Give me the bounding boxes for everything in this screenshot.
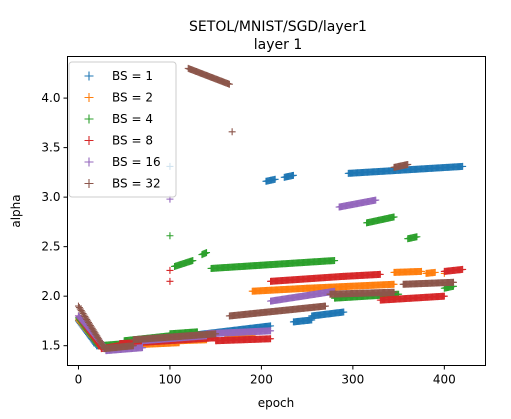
data-point — [189, 257, 197, 265]
y-tick-label: 1.5 — [41, 339, 60, 353]
y-axis-ticks: 1.5 2.0 2.5 3.0 3.5 4.0 — [41, 91, 68, 353]
legend-label: BS = 16 — [112, 155, 161, 169]
x-tick-label: 100 — [158, 373, 181, 387]
data-point — [321, 302, 329, 310]
data-point — [390, 213, 398, 221]
data-point — [139, 344, 147, 352]
data-point — [225, 80, 233, 88]
data-point — [166, 232, 174, 240]
data-point — [331, 257, 339, 265]
legend-label: BS = 1 — [112, 69, 153, 83]
data-point — [459, 265, 467, 273]
legend-marker — [84, 93, 94, 102]
legend-marker — [84, 157, 94, 167]
x-axis-label: epoch — [258, 396, 295, 410]
x-axis-ticks: 0 100 200 300 400 — [75, 365, 456, 387]
legend-label: BS = 32 — [112, 177, 161, 191]
y-tick-label: 3.0 — [41, 190, 60, 204]
data-point — [404, 160, 412, 168]
data-point — [129, 342, 137, 350]
data-point — [372, 196, 380, 204]
data-point — [271, 175, 279, 183]
legend-marker — [84, 136, 94, 145]
chart-subtitle: layer 1 — [254, 37, 302, 53]
data-point — [413, 233, 421, 241]
data-point — [459, 162, 467, 170]
x-tick-label: 0 — [75, 373, 83, 387]
data-point — [166, 266, 174, 274]
y-axis-label: alpha — [9, 194, 23, 227]
data-point — [431, 268, 439, 276]
data-point — [390, 288, 398, 296]
data-point — [449, 278, 457, 286]
legend: BS = 1 BS = 2 BS = 4 BS = 8 BS = 16 BS = 32 — [68, 61, 177, 198]
x-tick-label: 400 — [433, 373, 456, 387]
legend-label: BS = 2 — [112, 91, 153, 105]
x-tick-label: 200 — [250, 373, 273, 387]
data-point — [267, 335, 275, 343]
legend-label: BS = 8 — [112, 134, 153, 148]
y-tick-label: 2.0 — [41, 289, 60, 303]
series-bs-32 — [74, 64, 457, 353]
plot-area-frame — [67, 56, 486, 366]
data-point — [166, 277, 174, 285]
legend-label: BS = 4 — [112, 112, 153, 126]
data-point — [212, 330, 220, 338]
legend-marker — [84, 179, 94, 188]
data-point — [440, 292, 448, 300]
chart-title: SETOL/MNIST/SGD/layer1 — [189, 19, 367, 35]
data-point — [390, 280, 398, 288]
data-point — [340, 308, 348, 316]
data-point — [203, 249, 211, 257]
data-point — [376, 270, 384, 278]
x-tick-label: 300 — [341, 373, 364, 387]
data-point — [228, 128, 236, 136]
data-point — [417, 267, 425, 275]
plot-marks — [74, 64, 467, 355]
data-point — [267, 327, 275, 335]
legend-box — [68, 61, 177, 198]
y-tick-label: 4.0 — [41, 91, 60, 105]
data-point — [289, 171, 297, 179]
legend-marker — [84, 71, 94, 81]
y-tick-label: 3.5 — [41, 141, 60, 155]
y-tick-label: 2.5 — [41, 240, 60, 254]
legend-marker — [84, 114, 94, 124]
